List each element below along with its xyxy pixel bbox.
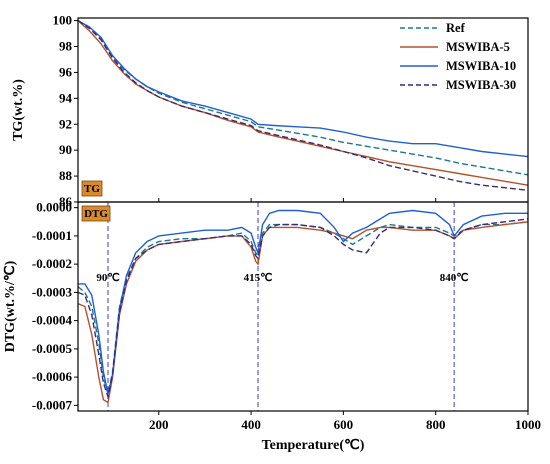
dtg-panel-tag-box xyxy=(81,205,111,222)
x-axis-title: Temperature(℃) xyxy=(262,438,365,453)
dtg-y-tick-label-0: 0.0000 xyxy=(36,200,72,215)
x-tick-label-3: 800 xyxy=(426,417,446,432)
tg-series-line-0 xyxy=(77,19,529,176)
dtg-y-tick-label-1: -0.0001 xyxy=(32,228,72,243)
legend-label-2: MSWIBA-10 xyxy=(446,59,516,73)
dtg-y-tick-label-7: -0.0007 xyxy=(32,397,73,412)
x-tick-label-2: 600 xyxy=(334,417,354,432)
dtg-peak-annotation-0: 90℃ xyxy=(96,272,119,284)
dtg-y-tick-label-5: -0.0005 xyxy=(32,341,73,356)
dtg-y-tick-label-3: -0.0003 xyxy=(32,284,73,299)
tg-y-tick-label-4: 94 xyxy=(59,90,73,105)
dtg-plot-frame xyxy=(77,201,529,412)
legend-label-3: MSWIBA-30 xyxy=(446,78,516,92)
tg-y-tick-label-1: 88 xyxy=(59,168,73,183)
legend-label-0: Ref xyxy=(446,21,466,35)
dtg-panel-tag: DTG xyxy=(84,208,108,220)
tg-series-line-1 xyxy=(77,20,529,186)
tg-series-line-2 xyxy=(77,19,529,158)
tg-y-tick-label-0: 86 xyxy=(59,194,73,209)
x-tick-label-4: 1000 xyxy=(515,417,541,432)
x-tick-label-1: 400 xyxy=(241,417,261,432)
dtg-peak-annotation-2: 840℃ xyxy=(440,272,469,284)
tg-panel-tag: TG xyxy=(84,183,100,195)
tg-y-tick-label-6: 98 xyxy=(59,39,73,54)
tg-y-axis-title: TG(wt.%) xyxy=(11,79,26,141)
dtg-y-axis-title: DTG(wt.%/℃) xyxy=(3,260,18,352)
dtg-y-tick-label-2: -0.0002 xyxy=(32,256,72,271)
dtg-y-tick-label-4: -0.0004 xyxy=(32,313,73,328)
dtg-series-line-2 xyxy=(78,209,528,395)
tg-y-tick-label-5: 96 xyxy=(59,64,73,79)
dtg-peak-annotation-1: 415℃ xyxy=(244,272,273,284)
tg-y-tick-label-7: 100 xyxy=(53,13,73,28)
tg-series-line-3 xyxy=(77,20,529,191)
tg-y-tick-label-2: 90 xyxy=(59,142,72,157)
tg-panel-tag-box xyxy=(81,180,103,197)
dtg-series-line-3 xyxy=(77,218,529,400)
x-tick-label-0: 200 xyxy=(149,417,169,432)
dtg-y-tick-label-6: -0.0006 xyxy=(32,369,73,384)
legend-label-1: MSWIBA-5 xyxy=(446,40,510,54)
tg-y-tick-label-3: 92 xyxy=(59,116,72,131)
dtg-series-line-0 xyxy=(77,221,529,395)
